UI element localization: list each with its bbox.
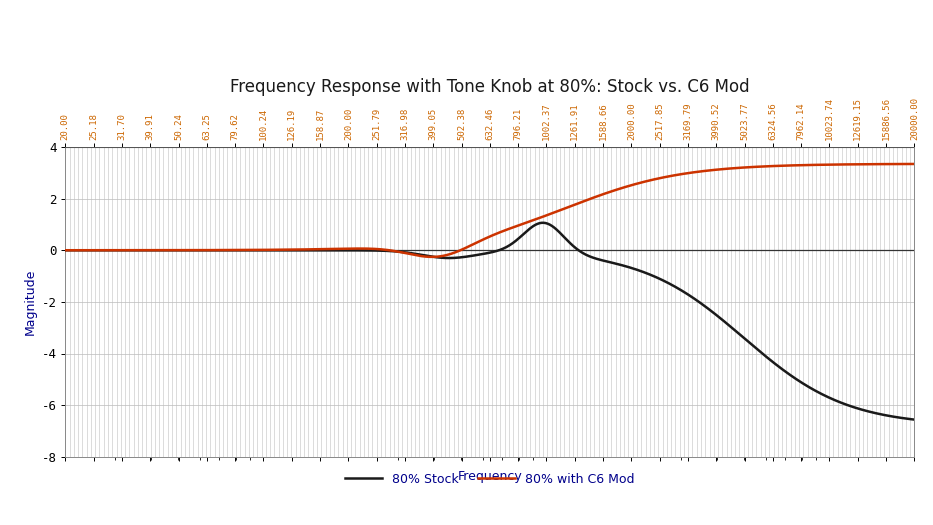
80% Stock	[554, 229, 565, 235]
80% Stock	[536, 219, 548, 226]
80% with C6 Mod	[112, 247, 123, 254]
80% Stock	[704, 307, 716, 313]
80% with C6 Mod	[792, 162, 803, 169]
80% Stock	[909, 416, 920, 423]
Y-axis label: Magnitude: Magnitude	[23, 269, 36, 335]
80% with C6 Mod	[426, 254, 438, 260]
X-axis label: Frequency: Frequency	[457, 470, 522, 483]
Title: Frequency Response with Tone Knob at 80%: Stock vs. C6 Mod: Frequency Response with Tone Knob at 80%…	[230, 78, 749, 96]
80% with C6 Mod	[704, 167, 716, 173]
80% with C6 Mod	[554, 207, 565, 214]
80% with C6 Mod	[909, 161, 920, 167]
Legend: 80% Stock, 80% with C6 Mod: 80% Stock, 80% with C6 Mod	[340, 468, 640, 491]
80% with C6 Mod	[602, 190, 613, 196]
Line: 80% with C6 Mod: 80% with C6 Mod	[65, 164, 914, 257]
Line: 80% Stock: 80% Stock	[65, 223, 914, 419]
80% Stock	[577, 249, 588, 256]
80% Stock	[602, 258, 613, 265]
80% Stock	[60, 247, 71, 254]
80% Stock	[112, 247, 123, 254]
80% with C6 Mod	[577, 199, 588, 205]
80% with C6 Mod	[60, 247, 71, 254]
80% Stock	[792, 377, 803, 383]
